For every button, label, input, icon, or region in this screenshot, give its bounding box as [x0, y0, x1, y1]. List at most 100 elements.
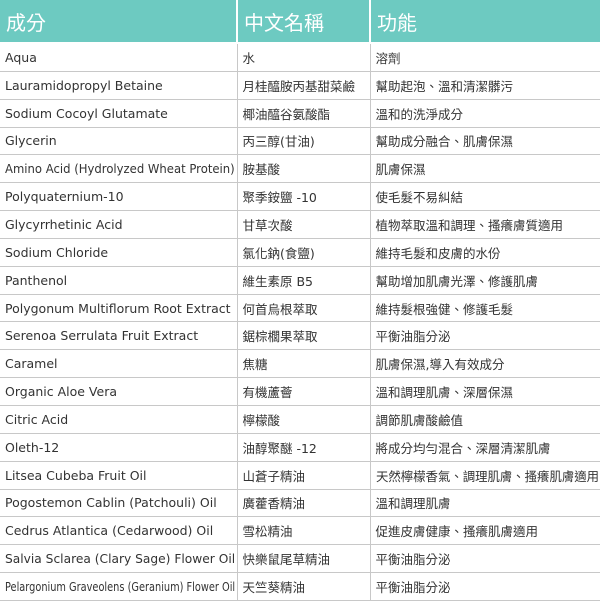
cell-text: 平衡油脂分泌 — [375, 552, 451, 568]
cell-text: 肌膚保濕,導入有效成分 — [375, 357, 505, 373]
cell-text: 椰油醯谷氨酸酯 — [242, 106, 331, 122]
table-cell: Polygonum Multiflorum Root Extract — [0, 294, 238, 323]
table-row: Caramel 焦糖 肌膚保濕,導入有效成分 — [0, 349, 600, 379]
cell-text: Cedrus Atlantica (Cedarwood) Oil — [5, 523, 214, 539]
cell-text: Polygonum Multiflorum Root Extract — [5, 300, 231, 316]
table-cell: 焦糖 — [237, 349, 371, 379]
table-cell: 有機蘆薈 — [237, 377, 371, 406]
table-row: Polygonum Multiflorum Root Extract 何首烏根萃取… — [0, 294, 600, 323]
cell-text: Glycyrrhetinic Acid — [5, 216, 123, 232]
table-cell: 檸檬酸 — [237, 405, 371, 434]
table-cell: 幫助成分融合、肌膚保濕 — [370, 127, 600, 156]
table-row: Glycyrrhetinic Acid 甘草次酸 植物萃取溫和調理、搔癢膚質適用 — [0, 210, 600, 239]
cell-text: 聚季銨鹽 -10 — [242, 190, 317, 206]
table-cell: Sodium Cocoyl Glutamate — [0, 99, 238, 128]
table-cell: Glycerin — [0, 127, 238, 156]
table-cell: 胺基酸 — [237, 154, 371, 184]
table-row: Organic Aloe Vera 有機蘆薈 溫和調理肌膚、深層保濕 — [0, 377, 600, 406]
table-cell: 肌膚保濕,導入有效成分 — [370, 349, 600, 379]
table-row: Citric Acid 檸檬酸 調節肌膚酸鹼值 — [0, 405, 600, 434]
table-row: Salvia Sclarea (Clary Sage) Flower Oil 快樂… — [0, 544, 600, 574]
cell-text: 溶劑 — [375, 50, 401, 66]
table-cell: 促進皮膚健康、搔癢肌膚適用 — [370, 516, 600, 546]
table-cell: 植物萃取溫和調理、搔癢膚質適用 — [370, 210, 600, 239]
table-cell: Polyquaternium-10 — [0, 182, 238, 212]
cell-text: Lauramidopropyl Betaine — [5, 77, 163, 93]
table-cell: Aqua — [0, 43, 238, 72]
table-cell: 快樂鼠尾草精油 — [237, 544, 371, 574]
cell-text: 快樂鼠尾草精油 — [242, 552, 331, 568]
table-row: Pogostemon Cablin (Patchouli) Oil 廣藿香精油 溫和… — [0, 489, 600, 518]
cell-text: 水 — [242, 50, 256, 66]
table-cell: 溫和調理肌膚 — [370, 489, 600, 518]
cell-text: 溫和的洗淨成分 — [375, 106, 464, 122]
cell-text: 胺基酸 — [242, 162, 281, 178]
cell-text: Oleth-12 — [5, 439, 60, 455]
table-cell: 肌膚保濕 — [370, 154, 600, 184]
cell-text: 維持髮根強健、修護毛髮 — [375, 301, 514, 317]
cell-text: 幫助成分融合、肌膚保濕 — [375, 134, 514, 150]
cell-text: 溫和調理肌膚、深層保濕 — [375, 385, 514, 401]
cell-text: 檸檬酸 — [242, 412, 281, 428]
table-cell: 幫助增加肌膚光澤、修護肌膚 — [370, 266, 600, 295]
table-row: Glycerin 丙三醇(甘油) 幫助成分融合、肌膚保濕 — [0, 127, 600, 156]
cell-text: 肌膚保濕 — [375, 162, 426, 178]
table-row: Pelargonium Graveolens (Geranium) Flower… — [0, 572, 600, 601]
cell-text: 雪松精油 — [242, 524, 293, 540]
cell-text: 平衡油脂分泌 — [375, 329, 451, 345]
table-row: Cedrus Atlantica (Cedarwood) Oil 雪松精油 促進皮膚… — [0, 516, 600, 546]
table-cell: 維持髮根強健、修護毛髮 — [370, 294, 600, 323]
table-cell: 維生素原 B5 — [237, 266, 371, 295]
cell-text: Litsea Cubeba Fruit Oil — [5, 467, 147, 483]
table-cell: 雪松精油 — [237, 516, 371, 546]
cell-text: Sodium Chloride — [5, 244, 109, 260]
table-row: Sodium Cocoyl Glutamate 椰油醯谷氨酸酯 溫和的洗淨成分 — [0, 99, 600, 128]
cell-text: Aqua — [5, 49, 37, 65]
table-cell: 將成分均勻混合、深層清潔肌膚 — [370, 433, 600, 462]
table-cell: 甘草次酸 — [237, 210, 371, 239]
table-cell: Panthenol — [0, 266, 238, 295]
header-cell: 成分 — [0, 0, 238, 44]
header-cell: 中文名稱 — [237, 0, 371, 44]
table-cell: 山蒼子精油 — [237, 461, 371, 490]
table-cell: 平衡油脂分泌 — [370, 544, 600, 574]
cell-text: Glycerin — [5, 133, 57, 149]
cell-text: 山蒼子精油 — [242, 468, 306, 484]
cell-text: 幫助起泡、溫和清潔髒污 — [375, 78, 514, 94]
table-cell: 溫和的洗淨成分 — [370, 99, 600, 128]
cell-text: 維持毛髮和皮膚的水份 — [375, 245, 501, 261]
cell-text: 何首烏根萃取 — [242, 301, 318, 317]
table-cell: 氯化鈉(食鹽) — [237, 238, 371, 267]
table-cell: 丙三醇(甘油) — [237, 127, 371, 156]
cell-text: Pelargonium Graveolens (Geranium) Flower… — [5, 578, 236, 594]
table-cell: Citric Acid — [0, 405, 238, 434]
cell-text: Sodium Cocoyl Glutamate — [5, 105, 168, 121]
cell-text: Polyquaternium-10 — [5, 189, 124, 205]
table-cell: 廣藿香精油 — [237, 489, 371, 518]
cell-text: 焦糖 — [242, 357, 268, 373]
table-cell: Sodium Chloride — [0, 238, 238, 267]
table-cell: Caramel — [0, 349, 238, 379]
table-row: Sodium Chloride 氯化鈉(食鹽) 維持毛髮和皮膚的水份 — [0, 238, 600, 267]
cell-text: Serenoa Serrulata Fruit Extract — [5, 328, 199, 344]
table-cell: 水 — [237, 43, 371, 72]
table-row: Serenoa Serrulata Fruit Extract 鋸棕櫚果萃取 平衡油… — [0, 321, 600, 351]
cell-text: 使毛髮不易糾結 — [375, 190, 464, 206]
table-row: Polyquaternium-10 聚季銨鹽 -10 使毛髮不易糾結 — [0, 182, 600, 212]
table-cell: 鋸棕櫚果萃取 — [237, 321, 371, 351]
table-cell: Pelargonium Graveolens (Geranium) Flower… — [0, 572, 238, 601]
cell-text: 月桂醯胺丙基甜菜鹼 — [242, 78, 356, 94]
table-cell: 使毛髮不易糾結 — [370, 182, 600, 212]
cell-text: 促進皮膚健康、搔癢肌膚適用 — [375, 524, 539, 540]
table-cell: 聚季銨鹽 -10 — [237, 182, 371, 212]
table-cell: Cedrus Atlantica (Cedarwood) Oil — [0, 516, 238, 546]
table-cell: Glycyrrhetinic Acid — [0, 210, 238, 239]
cell-text: Caramel — [5, 356, 58, 372]
cell-text: 丙三醇(甘油) — [242, 134, 315, 150]
table-body: Aqua 水溶劑 Lauramidopropyl Betaine 月桂醯胺丙基甜菜鹼幫… — [0, 43, 600, 601]
cell-text: Panthenol — [5, 272, 68, 288]
cell-text: 調節肌膚酸鹼值 — [375, 412, 464, 428]
cell-text: 天竺葵精油 — [242, 579, 306, 595]
cell-text: 溫和調理肌膚 — [375, 496, 451, 512]
cell-text: 平衡油脂分泌 — [375, 579, 451, 595]
